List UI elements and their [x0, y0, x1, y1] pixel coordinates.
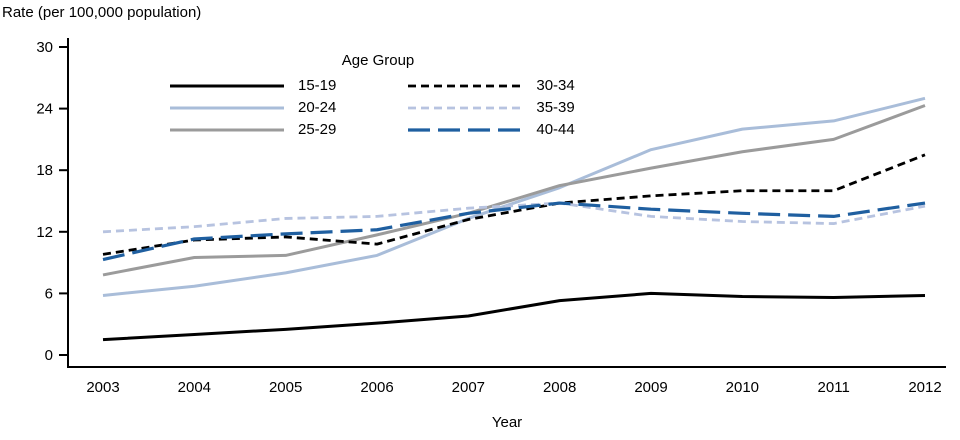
series-line-25-29 — [102, 104, 926, 277]
legend: Age Group 15-19 20-24 25-29 30-34 35-39 40-44 — [168, 52, 588, 141]
legend-item: 15-19 — [168, 75, 336, 97]
y-tick-label: 18 — [36, 162, 53, 179]
x-axis-title: Year — [491, 414, 523, 431]
legend-item: 30-34 — [406, 75, 575, 97]
x-tick-label: 2010 — [726, 379, 759, 396]
y-tick-label: 24 — [36, 101, 53, 118]
x-tick-label: 2007 — [452, 379, 485, 396]
legend-label: 40-44 — [536, 121, 575, 138]
legend-item: 25-29 — [168, 119, 336, 141]
legend-column-2: 30-34 35-39 40-44 — [406, 75, 575, 141]
legend-label: 25-29 — [298, 121, 337, 138]
legend-line-sample — [170, 128, 284, 132]
y-tick-label: 30 — [36, 39, 53, 56]
y-tick-label: 12 — [36, 224, 53, 241]
legend-line-sample — [170, 106, 284, 110]
x-tick-label: 2005 — [269, 379, 302, 396]
legend-line-sample — [408, 84, 523, 88]
x-tick-label: 2003 — [86, 379, 119, 396]
legend-label: 15-19 — [298, 77, 337, 94]
series-line-35-39 — [102, 201, 926, 234]
series-line-30-34 — [102, 153, 926, 256]
legend-line-sample — [408, 128, 523, 132]
legend-columns: 15-19 20-24 25-29 30-34 35-39 40-44 — [168, 75, 588, 141]
legend-item: 40-44 — [406, 119, 575, 141]
series-line-40-44 — [102, 201, 926, 262]
x-tick-label: 2012 — [908, 379, 941, 396]
legend-line-sample — [408, 106, 523, 110]
series-line-15-19 — [102, 291, 926, 342]
legend-column-1: 15-19 20-24 25-29 — [168, 75, 336, 141]
legend-label: 20-24 — [298, 99, 337, 116]
x-tick-label: 2008 — [543, 379, 576, 396]
legend-label: 35-39 — [536, 99, 575, 116]
x-tick-label: 2004 — [178, 379, 211, 396]
legend-label: 30-34 — [536, 77, 575, 94]
legend-item: 35-39 — [406, 97, 575, 119]
series-line-20-24 — [102, 96, 926, 297]
x-tick-label: 2011 — [818, 379, 850, 396]
legend-title: Age Group — [341, 52, 415, 69]
y-axis-title: Rate (per 100,000 population) — [2, 4, 202, 21]
x-tick-label: 2006 — [360, 379, 393, 396]
y-tick-label: 6 — [45, 285, 53, 302]
legend-item: 20-24 — [168, 97, 336, 119]
legend-line-sample — [170, 84, 284, 88]
x-tick-label: 2009 — [634, 379, 667, 396]
y-tick-label: 0 — [45, 347, 53, 364]
